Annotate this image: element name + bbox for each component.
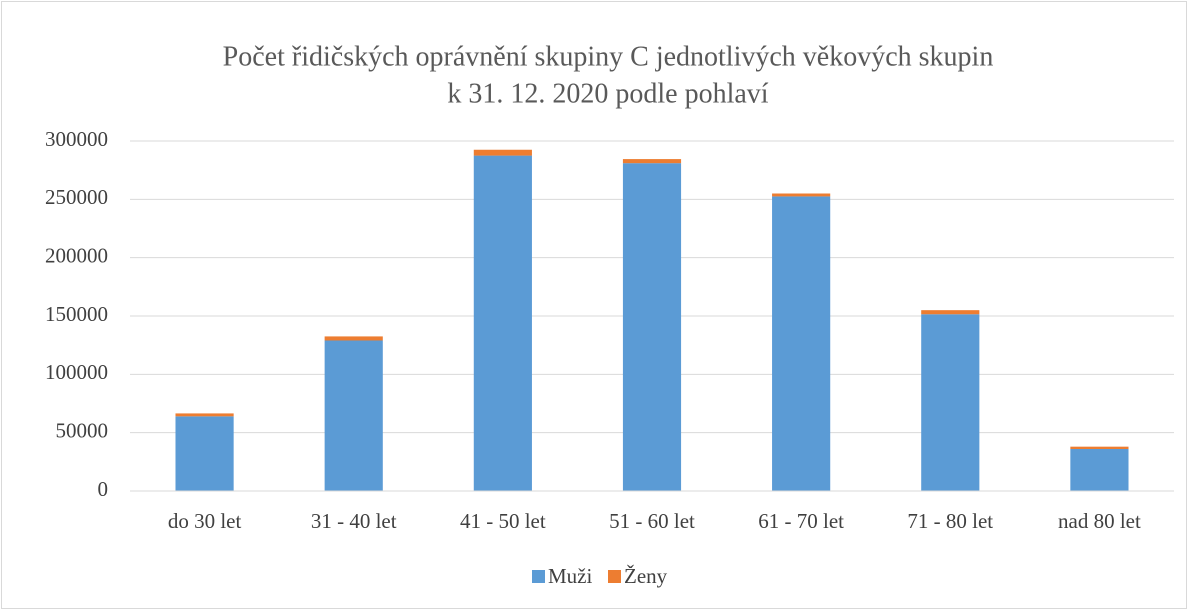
legend-swatch: [532, 570, 545, 583]
x-tick-label: nad 80 let: [1058, 509, 1141, 533]
legend-label: Muži: [548, 564, 592, 588]
bar-segment: [1070, 446, 1129, 449]
y-tick-label: 0: [98, 477, 109, 501]
x-tick-label: do 30 let: [168, 509, 242, 533]
x-tick-label: 51 - 60 let: [609, 509, 695, 533]
chart-title: k 31. 12. 2020 podle pohlaví: [447, 78, 768, 109]
y-tick-label: 150000: [45, 302, 108, 326]
y-tick-label: 300000: [45, 127, 108, 151]
legend-swatch: [608, 570, 621, 583]
y-tick-label: 200000: [45, 243, 108, 267]
bar-segment: [175, 416, 234, 491]
x-tick-label: 41 - 50 let: [460, 509, 546, 533]
y-tick-label: 250000: [45, 185, 108, 209]
y-tick-label: 100000: [45, 360, 108, 384]
y-tick-label: 50000: [56, 418, 109, 442]
legend-label: Ženy: [624, 564, 668, 588]
x-tick-label: 71 - 80 let: [907, 509, 993, 533]
x-tick-label: 31 - 40 let: [311, 509, 397, 533]
bar-segment: [324, 340, 383, 491]
bar-segment: [175, 413, 234, 417]
bar-segment: [622, 163, 682, 491]
bar-segment: [772, 193, 831, 197]
bar-segment: [772, 196, 831, 491]
bar-segment: [622, 159, 682, 164]
x-tick-label: 61 - 70 let: [758, 509, 844, 533]
bar-segment: [324, 336, 383, 341]
chart-title: Počet řidičských oprávnění skupiny C jed…: [223, 41, 994, 72]
bar-segment: [1070, 449, 1129, 491]
bar-segment: [921, 314, 980, 491]
bar-segment: [473, 155, 532, 492]
bar-segment: [473, 149, 532, 156]
bar-segment: [921, 310, 980, 315]
